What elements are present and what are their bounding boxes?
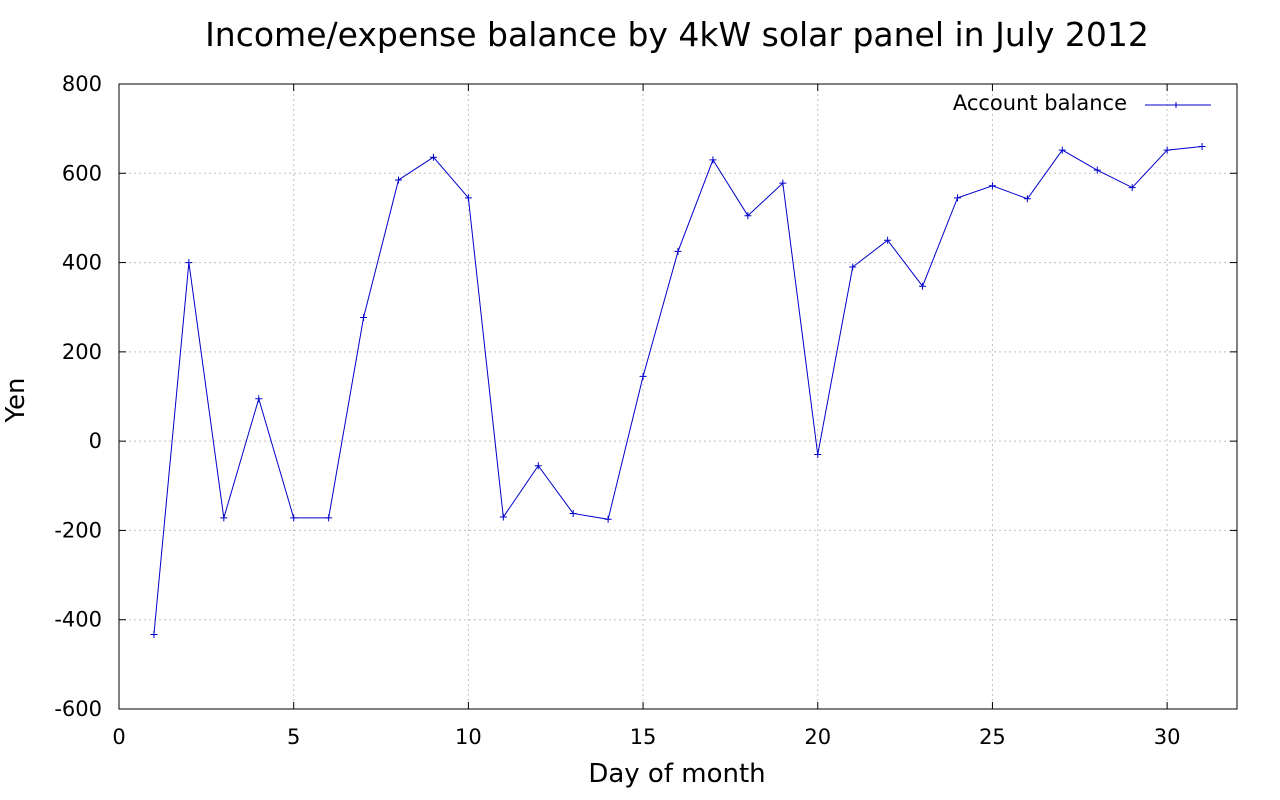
data-point [849,263,857,271]
data-point [1198,143,1206,150]
x-axis-label: Day of month [588,759,765,789]
y-axis-label: Yen [1,378,31,424]
data-point [1023,195,1031,203]
y-tick-label: 800 [62,72,102,96]
data-point [1128,184,1136,192]
plot-area-frame [118,83,1238,710]
data-point [988,182,996,190]
x-tick-label: 0 [112,725,125,749]
y-tick-label: -200 [54,518,102,542]
data-point [954,194,961,202]
x-tick-label: 15 [630,725,657,749]
legend: Account balance [953,91,1211,115]
x-tick-label: 10 [455,725,482,749]
data-point [884,236,892,244]
data-point [464,194,472,202]
data-point [604,515,612,523]
legend-label: Account balance [953,91,1127,115]
series-line [153,146,1203,635]
y-tick-label: 0 [89,429,102,453]
data-point [744,212,752,220]
data-point [1058,146,1066,154]
data-point [709,156,717,164]
data-point [150,630,158,638]
y-tick-label: 600 [62,161,102,185]
data-point [360,313,368,321]
x-tick-label: 20 [804,725,831,749]
chart-title: Income/expense balance by 4kW solar pane… [205,15,1149,54]
y-tick-label: 400 [62,251,102,275]
x-tick-label: 30 [1154,725,1181,749]
data-point [674,247,682,255]
data-point [569,509,577,517]
data-point [325,514,333,522]
y-tick-label: -600 [54,697,102,721]
legend-marker [1173,102,1179,108]
grid-lines [119,84,1237,709]
data-point [185,259,193,267]
data-point [639,372,647,380]
data-point [255,395,263,403]
data-point [534,462,542,470]
series-layer [150,143,1206,638]
y-tick-label: 200 [62,340,102,364]
x-tick-label: 25 [979,725,1006,749]
x-tick-label: 5 [287,725,300,749]
data-point [290,514,298,522]
data-point [429,153,437,161]
data-point [395,176,402,184]
data-point [499,513,507,521]
data-point [779,179,787,187]
data-point [814,451,822,459]
axis-ticks: 0 5 10 15 20 25 30 -600 -400 -200 0 200 400 600 800 [54,72,1237,749]
data-point [1163,146,1171,154]
data-point [220,514,228,522]
data-point [1093,166,1101,174]
y-tick-label: -400 [54,608,102,632]
data-point [919,282,927,290]
